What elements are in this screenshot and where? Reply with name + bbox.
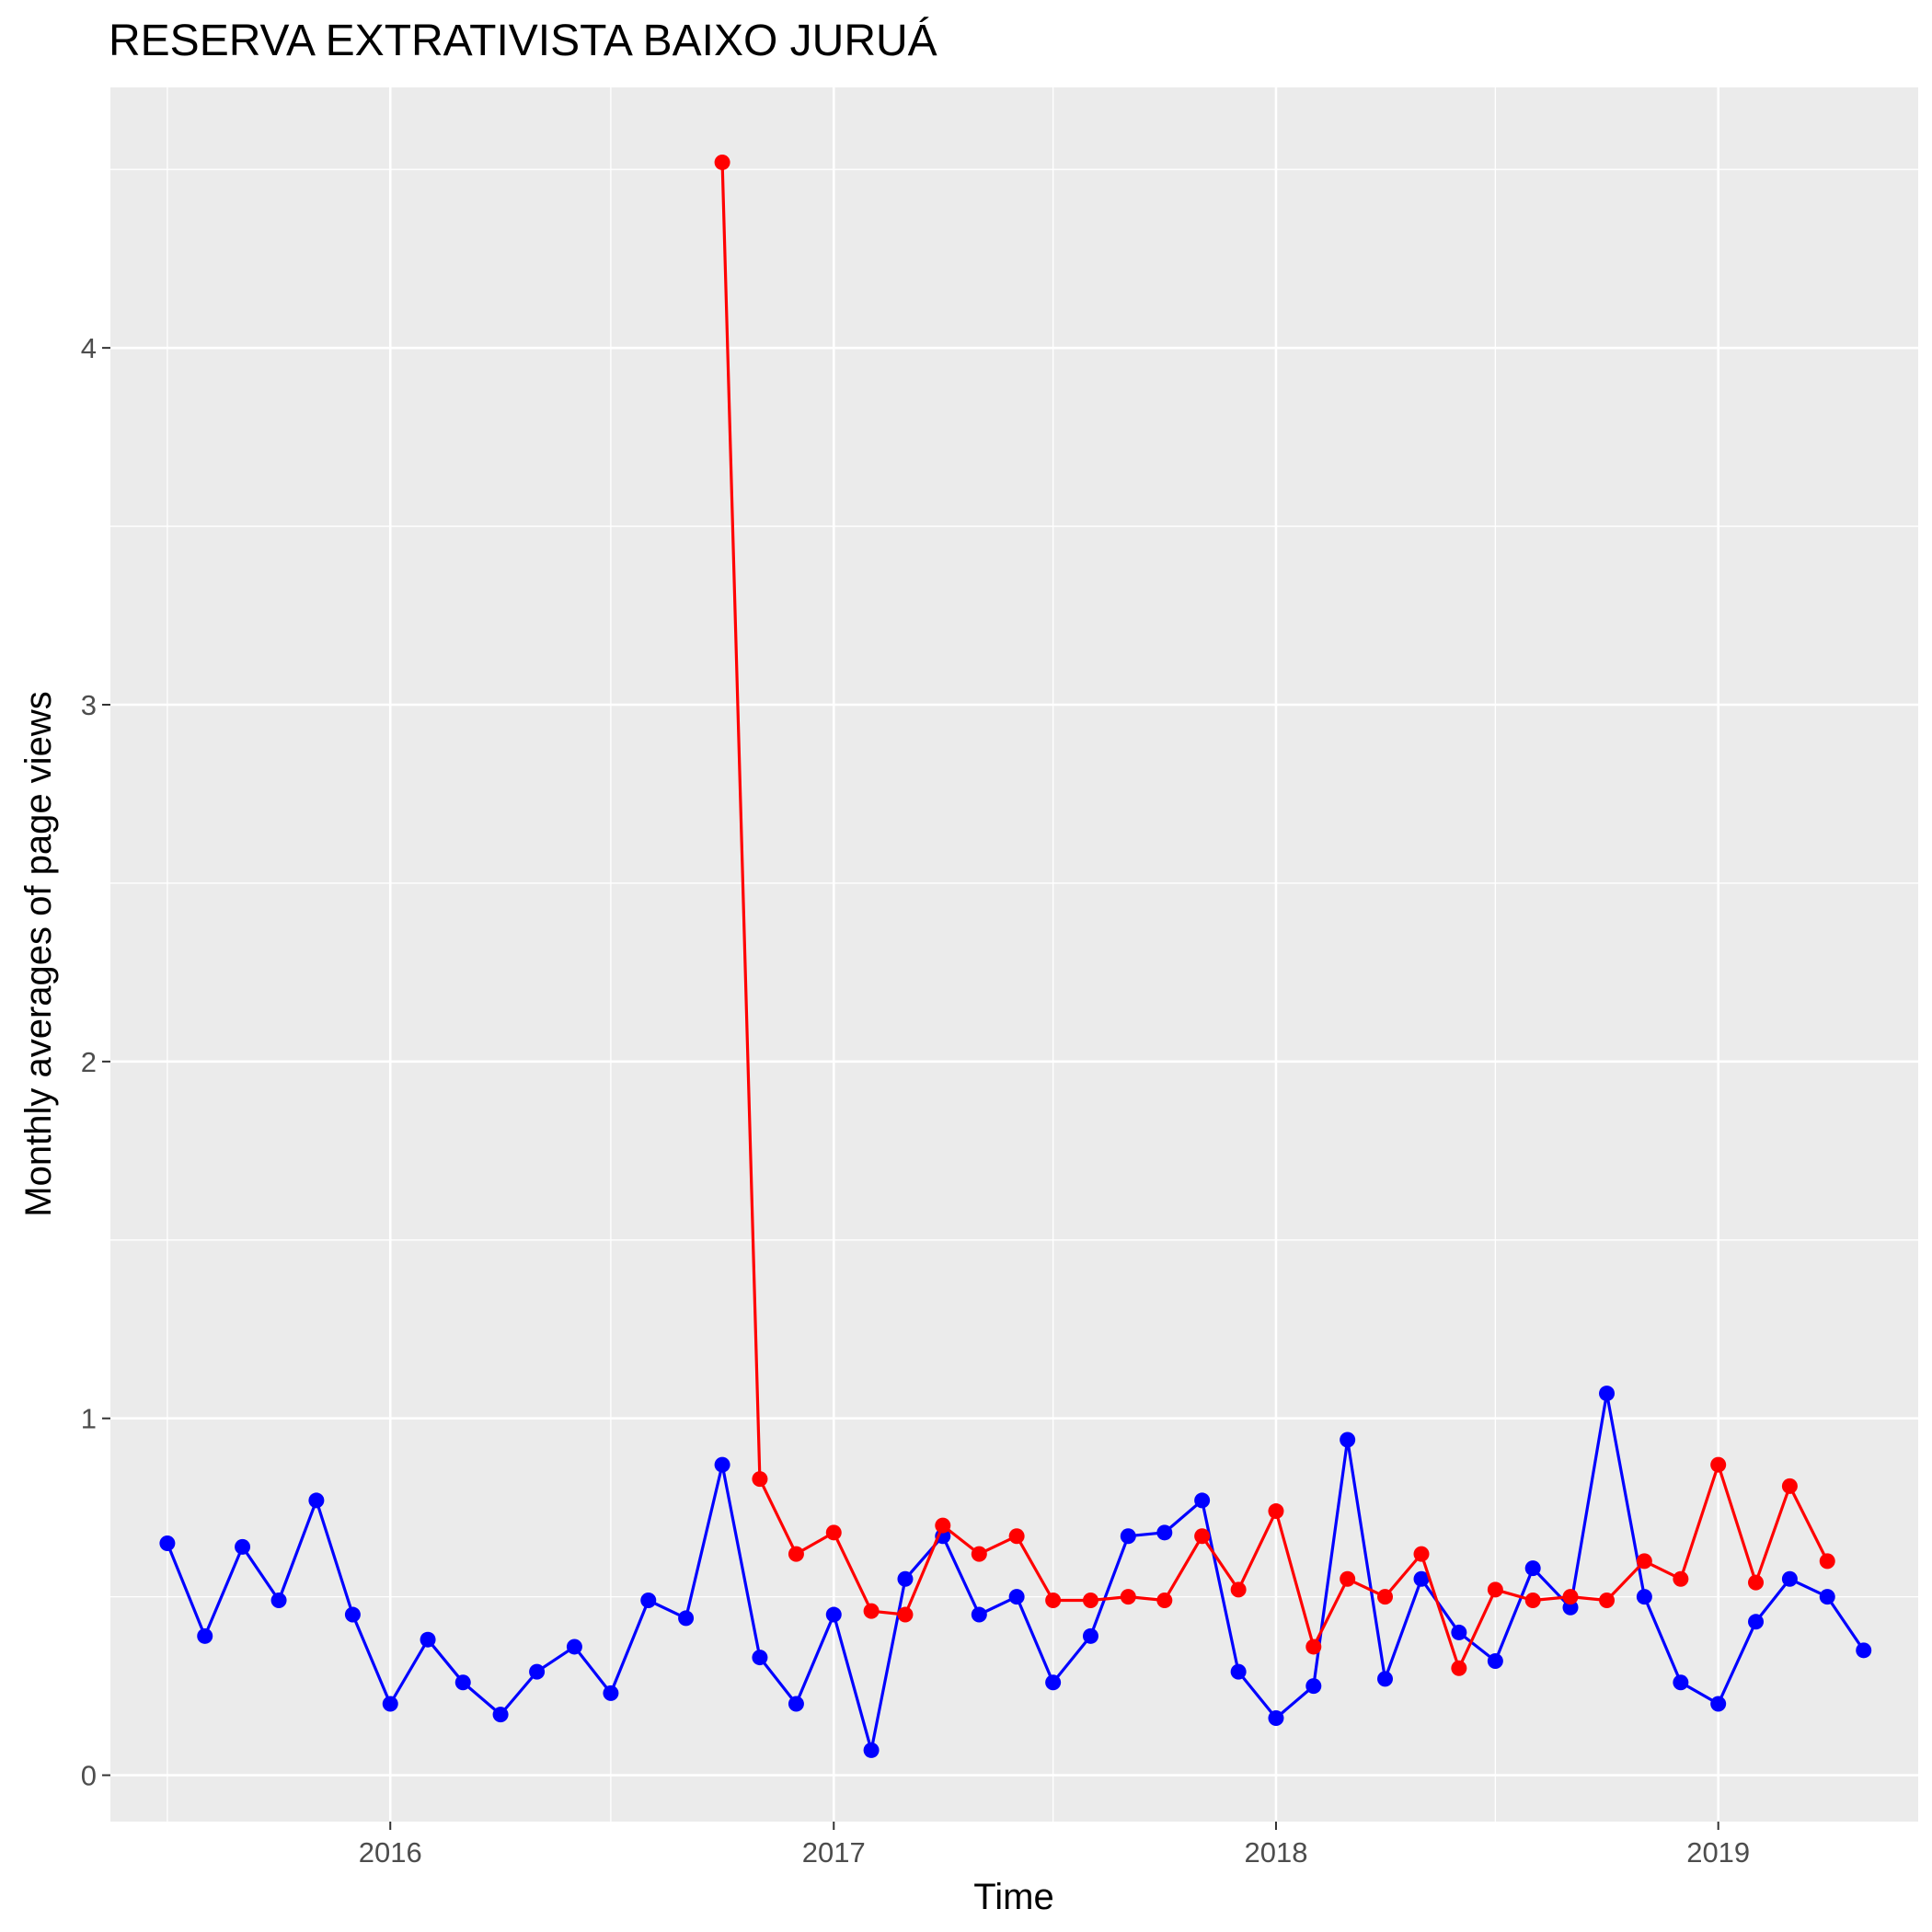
data-point [863,1742,880,1758]
data-point [1487,1581,1503,1598]
data-point [1673,1570,1689,1587]
data-point [1710,1696,1727,1712]
data-point [863,1603,880,1619]
data-point [1194,1528,1211,1545]
minor-gridlines [110,87,1918,1822]
data-point [1268,1710,1284,1727]
data-point [752,1471,768,1488]
data-point [159,1535,176,1551]
data-point [1120,1589,1136,1605]
data-point [308,1492,325,1509]
data-point [270,1593,287,1609]
data-point [420,1631,436,1648]
chart-title: RESERVA EXTRATIVISTA BAIXO JURUÁ [109,17,937,65]
data-point [344,1606,361,1623]
data-point [971,1606,987,1623]
y-tick-label: 3 [81,689,97,721]
data-point [971,1546,987,1562]
data-point [1524,1560,1541,1577]
data-point [1045,1593,1062,1609]
data-point [1819,1589,1835,1605]
data-point [1819,1553,1835,1570]
data-point [1451,1660,1467,1676]
y-tick-label: 4 [81,332,97,364]
series-layer [159,154,1872,1758]
data-point [1748,1574,1765,1591]
x-tick-label: 2018 [1244,1836,1307,1869]
data-point [1156,1524,1173,1541]
data-point [1636,1589,1652,1605]
data-point [752,1650,768,1666]
data-point [1305,1639,1322,1655]
data-point [1268,1503,1284,1520]
data-point [197,1627,213,1644]
data-point [1524,1593,1541,1609]
data-point [897,1606,914,1623]
data-point [1487,1652,1503,1669]
y-tick-label: 0 [81,1760,97,1792]
data-point [825,1606,842,1623]
data-point [1599,1386,1616,1402]
data-point [1413,1546,1430,1562]
data-point [640,1593,657,1609]
data-point [825,1524,842,1541]
y-tick-label: 1 [81,1403,97,1435]
data-point [1748,1614,1765,1630]
data-point [1673,1674,1689,1691]
x-axis-title: Time [973,1877,1053,1917]
data-point [1562,1589,1579,1605]
data-point [714,1456,730,1473]
x-tick-label: 2016 [359,1836,422,1869]
axes: 0 1 2 3 4 2016 2017 2018 2019 [81,332,1750,1869]
data-point [492,1707,509,1723]
data-point [1008,1589,1025,1605]
data-point [1856,1642,1872,1659]
data-point [788,1696,804,1712]
x-tick-label: 2019 [1686,1836,1750,1869]
series-1 [159,1386,1872,1758]
data-point [1230,1663,1247,1680]
data-point [1305,1678,1322,1695]
x-tick-label: 2017 [802,1836,866,1869]
data-point [603,1685,619,1701]
data-point [1562,1599,1579,1616]
data-point [1781,1478,1798,1494]
data-point [1377,1589,1394,1605]
data-point [1194,1492,1211,1509]
data-point [235,1538,251,1555]
data-point [454,1674,471,1691]
data-point [1008,1528,1025,1545]
major-gridlines [110,87,1918,1822]
y-axis-title: Monthly averages of page views [18,691,59,1216]
data-point [1156,1593,1173,1609]
data-point [1377,1671,1394,1687]
data-point [1340,1570,1356,1587]
data-point [1082,1593,1098,1609]
data-point [1599,1593,1616,1609]
data-point [714,154,730,170]
data-point [1636,1553,1652,1570]
data-point [1710,1456,1727,1473]
data-point [935,1517,951,1534]
data-point [1413,1570,1430,1587]
data-point [382,1696,398,1712]
data-point [1045,1674,1062,1691]
data-point [1082,1627,1098,1644]
series-2 [714,154,1835,1676]
data-point [1230,1581,1247,1598]
data-point [1451,1624,1467,1640]
data-point [788,1546,804,1562]
data-point [1120,1528,1136,1545]
data-point [566,1639,582,1655]
y-tick-label: 2 [81,1046,97,1078]
data-point [1340,1432,1356,1448]
data-point [1781,1570,1798,1587]
data-point [678,1610,695,1627]
data-point [529,1663,546,1680]
data-point [897,1570,914,1587]
